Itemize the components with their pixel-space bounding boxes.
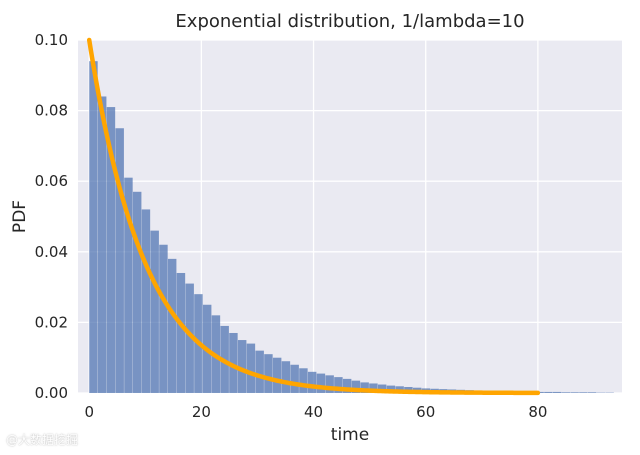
histogram-bar xyxy=(89,61,98,394)
histogram-bar xyxy=(281,361,291,393)
histogram-bar xyxy=(115,128,124,393)
chart-title: Exponential distribution, 1/lambda=10 xyxy=(175,11,524,32)
y-tick-label: 0.00 xyxy=(35,384,68,402)
histogram-bar xyxy=(587,392,597,393)
histogram-bar xyxy=(176,272,186,393)
x-tick-label: 60 xyxy=(416,403,435,421)
x-axis-label: time xyxy=(331,425,369,445)
histogram-bar xyxy=(150,230,159,393)
histogram-bar xyxy=(229,332,238,393)
histogram-bar xyxy=(255,350,264,393)
histogram-bar xyxy=(299,368,308,393)
y-tick-label: 0.02 xyxy=(35,313,68,331)
grid-lines xyxy=(78,39,622,394)
histogram-bar xyxy=(342,378,352,393)
histogram-bar xyxy=(552,391,562,393)
y-axis-label: PDF xyxy=(10,200,30,233)
histogram-bar xyxy=(570,392,579,393)
pdf-curve xyxy=(86,37,541,396)
x-tick-label: 40 xyxy=(304,403,323,421)
histogram-bar xyxy=(351,380,361,393)
histogram-bar xyxy=(307,371,317,393)
histogram-bar xyxy=(377,384,387,393)
watermark: @大数据挖掘 xyxy=(6,433,79,447)
histogram-bar xyxy=(97,96,107,393)
histogram-bar xyxy=(272,357,282,393)
histogram-bar xyxy=(159,244,168,393)
x-axis-ticks: 0 20 40 60 80 xyxy=(84,403,547,421)
histogram-bar xyxy=(141,209,151,393)
histogram-bar xyxy=(334,377,343,393)
histogram-bar xyxy=(246,343,256,393)
y-tick-label: 0.10 xyxy=(35,31,68,49)
x-tick-label: 80 xyxy=(528,403,547,421)
histogram-bar xyxy=(106,107,116,393)
histogram-bar xyxy=(369,383,378,393)
histogram-bar xyxy=(316,373,326,393)
histogram-bar xyxy=(544,391,553,393)
histogram-bar xyxy=(167,258,177,393)
histogram-bar xyxy=(360,382,369,393)
y-tick-label: 0.08 xyxy=(35,102,68,120)
histogram-bar xyxy=(185,283,194,393)
histogram-bar xyxy=(561,392,571,393)
histogram-bar xyxy=(290,364,299,393)
y-tick-label: 0.04 xyxy=(35,243,68,261)
y-axis-ticks: 0.00 0.02 0.04 0.06 0.08 0.10 xyxy=(35,31,68,402)
x-tick-label: 20 xyxy=(192,403,211,421)
x-tick-label: 0 xyxy=(84,403,94,421)
histogram-bar xyxy=(264,354,273,393)
histogram-bar xyxy=(132,191,142,393)
histogram-bar xyxy=(579,392,588,393)
histogram-bar xyxy=(237,340,247,393)
y-tick-label: 0.06 xyxy=(35,172,68,190)
histogram-bar xyxy=(325,375,334,393)
histogram-bar xyxy=(124,177,133,393)
